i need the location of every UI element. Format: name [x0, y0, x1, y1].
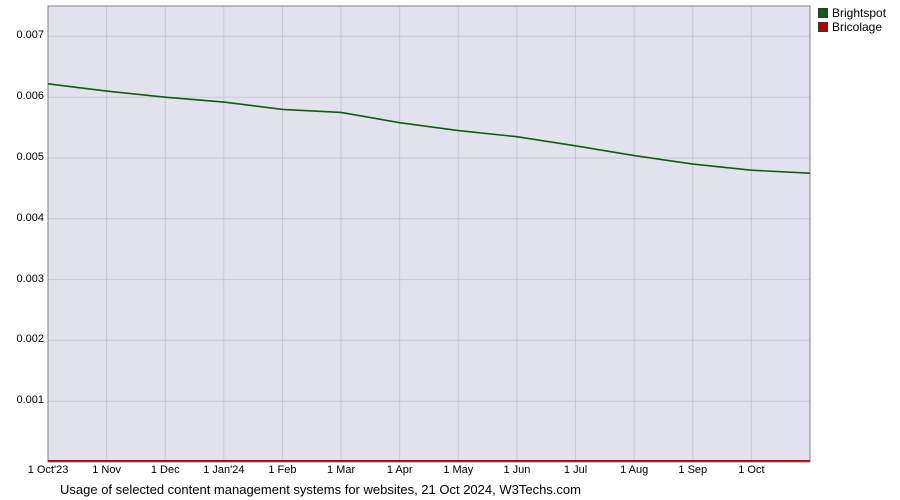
x-tick-label: 1 Mar: [327, 464, 355, 476]
x-tick-label: 1 Apr: [387, 464, 413, 476]
x-tick-label: 1 Feb: [268, 464, 296, 476]
y-tick-label: 0.007: [16, 29, 44, 41]
y-tick-label: 0.005: [16, 151, 44, 163]
x-tick-label: 1 Oct: [738, 464, 764, 476]
y-tick-label: 0.004: [16, 212, 44, 224]
y-tick-label: 0.003: [16, 273, 44, 285]
x-tick-label: 1 May: [443, 464, 473, 476]
y-tick-label: 0.006: [16, 90, 44, 102]
legend-swatch: [818, 22, 828, 32]
y-tick-label: 0.002: [16, 333, 44, 345]
legend-label: Bricolage: [832, 20, 882, 34]
x-tick-label: 1 Jun: [503, 464, 530, 476]
chart-container: BrightspotBricolage Usage of selected co…: [0, 0, 900, 500]
line-chart: [0, 0, 900, 500]
x-tick-label: 1 Jul: [564, 464, 587, 476]
x-tick-label: 1 Sep: [678, 464, 707, 476]
legend-item: Bricolage: [818, 20, 886, 34]
x-tick-label: 1 Jan'24: [203, 464, 244, 476]
legend: BrightspotBricolage: [818, 6, 886, 34]
y-tick-label: 0.001: [16, 394, 44, 406]
x-tick-label: 1 Aug: [620, 464, 648, 476]
legend-item: Brightspot: [818, 6, 886, 20]
legend-label: Brightspot: [832, 6, 886, 20]
x-tick-label: 1 Dec: [151, 464, 180, 476]
chart-caption: Usage of selected content management sys…: [60, 482, 581, 497]
legend-swatch: [818, 8, 828, 18]
x-tick-label: 1 Nov: [92, 464, 121, 476]
x-tick-label: 1 Oct'23: [28, 464, 69, 476]
